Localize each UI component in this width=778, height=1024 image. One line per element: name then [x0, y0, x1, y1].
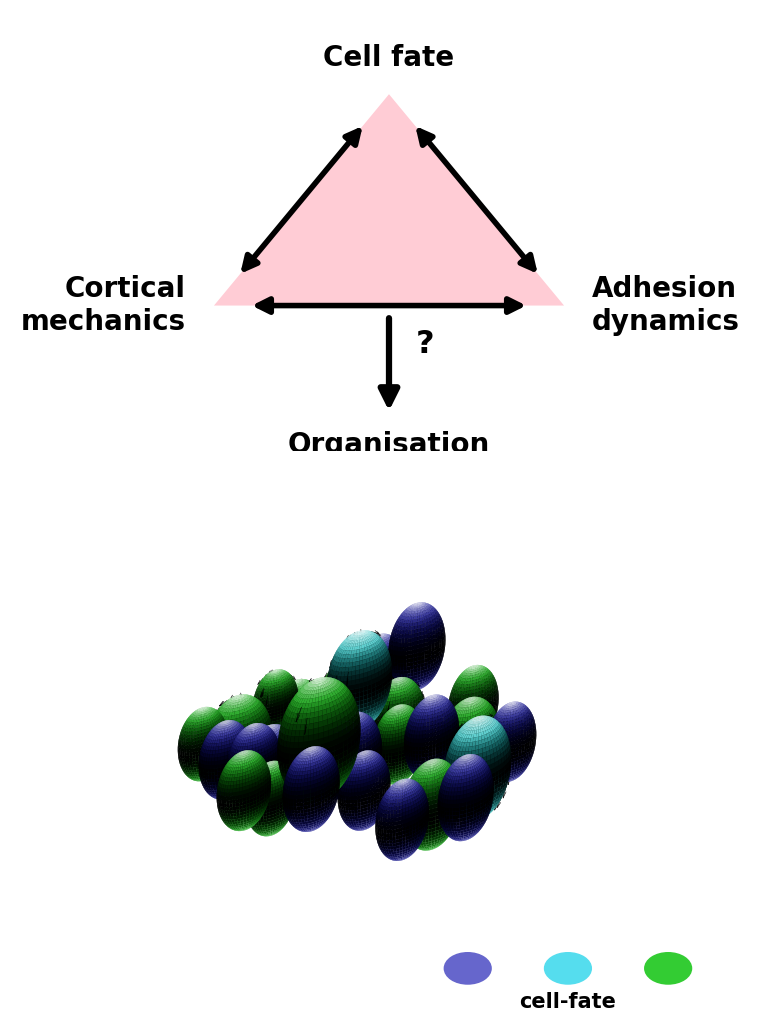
Text: Adhesion
dynamics: Adhesion dynamics: [592, 275, 740, 336]
Circle shape: [545, 952, 591, 984]
Circle shape: [444, 952, 491, 984]
Text: Cortical
mechanics: Cortical mechanics: [21, 275, 186, 336]
Circle shape: [645, 952, 692, 984]
Text: ?: ?: [415, 330, 434, 360]
Text: Organisation: Organisation: [288, 431, 490, 459]
Text: cell-fate: cell-fate: [520, 992, 616, 1013]
Polygon shape: [214, 94, 564, 305]
Text: Cell fate: Cell fate: [324, 44, 454, 72]
